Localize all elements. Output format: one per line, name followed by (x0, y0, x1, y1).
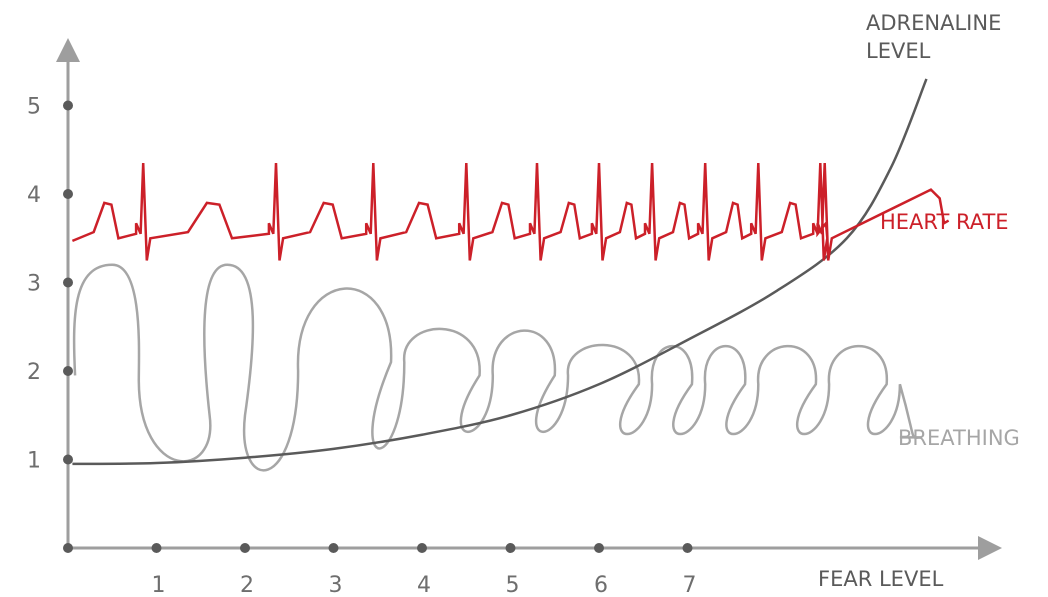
y-tick-label-1: 1 (27, 449, 41, 474)
series-label-adrenaline-line-2: LEVEL (866, 39, 931, 63)
x-tick-label-6: 6 (594, 573, 608, 597)
x-ticks: 1 2 3 4 5 6 7 (151, 543, 697, 597)
y-ticks: 1 2 3 4 5 (27, 95, 73, 474)
x-axis-arrow-icon (978, 536, 1002, 560)
x-tick-label-1: 1 (152, 573, 166, 597)
y-tick-dot-3 (63, 277, 73, 288)
series-line-heart-rate (71, 162, 950, 261)
y-tick-dot-1 (63, 454, 73, 465)
series-label-adrenaline-line-1: ADRENALINE (866, 11, 1001, 35)
y-tick-dot-4 (63, 189, 73, 199)
x-tick-dot-5 (505, 543, 516, 553)
origin-dot (63, 543, 73, 553)
y-tick-dot-5 (63, 100, 73, 111)
axes (56, 38, 1002, 560)
series-label-heart-rate: HEART RATE (880, 210, 1009, 234)
x-tick-label-5: 5 (506, 573, 520, 597)
y-tick-label-4: 4 (27, 183, 41, 208)
x-tick-label-2: 2 (240, 573, 254, 597)
x-tick-dot-1 (151, 543, 162, 553)
x-tick-dot-6 (594, 543, 604, 553)
x-tick-dot-3 (328, 543, 339, 553)
y-tick-label-3: 3 (27, 272, 41, 297)
series-line-breathing (72, 263, 923, 472)
x-axis-label: FEAR LEVEL (818, 567, 944, 591)
x-tick-label-3: 3 (329, 573, 343, 597)
x-tick-dot-2 (240, 543, 250, 553)
x-tick-dot-7 (682, 543, 693, 553)
x-tick-label-7: 7 (683, 573, 697, 597)
y-tick-label-5: 5 (27, 95, 41, 120)
y-tick-dot-2 (63, 366, 73, 376)
x-tick-label-4: 4 (417, 573, 431, 597)
y-axis-arrow-icon (56, 38, 80, 62)
y-tick-label-2: 2 (27, 360, 41, 385)
series-line-adrenaline-level (72, 78, 928, 466)
x-tick-dot-4 (417, 543, 427, 553)
series-label-breathing: BREATHING (898, 426, 1020, 450)
